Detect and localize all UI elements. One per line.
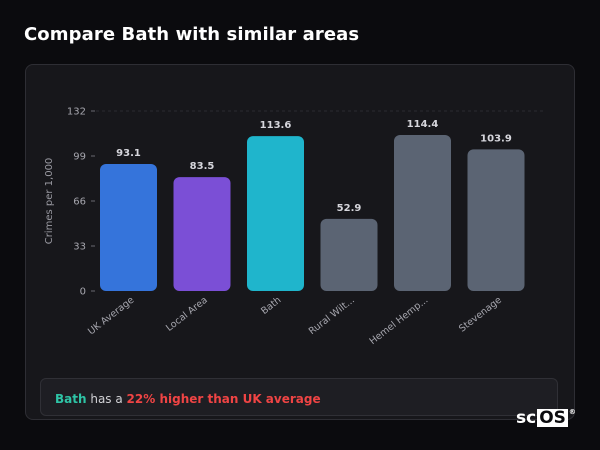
y-tick-label: 0 (80, 287, 86, 298)
bar-value-label: 52.9 (337, 203, 362, 214)
bar-4 (320, 218, 378, 291)
x-tick-label: UK Average (86, 295, 136, 338)
x-tick-label: Stevenage (457, 295, 504, 335)
y-axis-label: Crimes per 1,000 (44, 158, 55, 245)
bar-6 (467, 149, 525, 291)
summary-text: has a (86, 392, 127, 406)
y-tick-label: 33 (73, 242, 86, 253)
page-title: Compare Bath with similar areas (24, 24, 360, 45)
y-tick-label: 99 (73, 152, 86, 163)
x-tick-label: Bath (259, 295, 283, 317)
bar-value-label: 103.9 (480, 133, 512, 144)
summary-place: Bath (55, 392, 87, 406)
bar-5 (394, 135, 451, 291)
y-tick-label: 132 (67, 107, 86, 118)
bar-2 (173, 177, 231, 291)
x-tick-label: Local Area (164, 295, 210, 334)
bar-value-label: 113.6 (260, 120, 292, 131)
x-tick-label: Hemel Hemp... (368, 295, 431, 347)
brand-logo-mark: ® (568, 408, 576, 416)
brand-logo-boxed: OS (537, 408, 568, 428)
summary-difference: 22% higher than UK average (126, 392, 321, 406)
brand-logo: sc OS ® (516, 408, 576, 428)
x-tick-label: Rural Wilt... (307, 295, 357, 337)
bar-chart: Crimes per 1,000 0 33 66 99 132 93.1 UK Average… (44, 107, 546, 347)
bar-value-label: 83.5 (190, 161, 215, 172)
bar-3 (247, 136, 304, 291)
chart-card: Crimes per 1,000 0 33 66 99 132 93.1 UK Average… (25, 64, 575, 420)
y-tick-label: 66 (73, 197, 86, 208)
bar-1 (100, 164, 157, 291)
brand-logo-text: sc (516, 408, 537, 428)
bar-value-label: 93.1 (116, 148, 141, 159)
bar-value-label: 114.4 (407, 119, 439, 130)
comparison-summary: Bath has a 22% higher than UK average (40, 378, 558, 416)
